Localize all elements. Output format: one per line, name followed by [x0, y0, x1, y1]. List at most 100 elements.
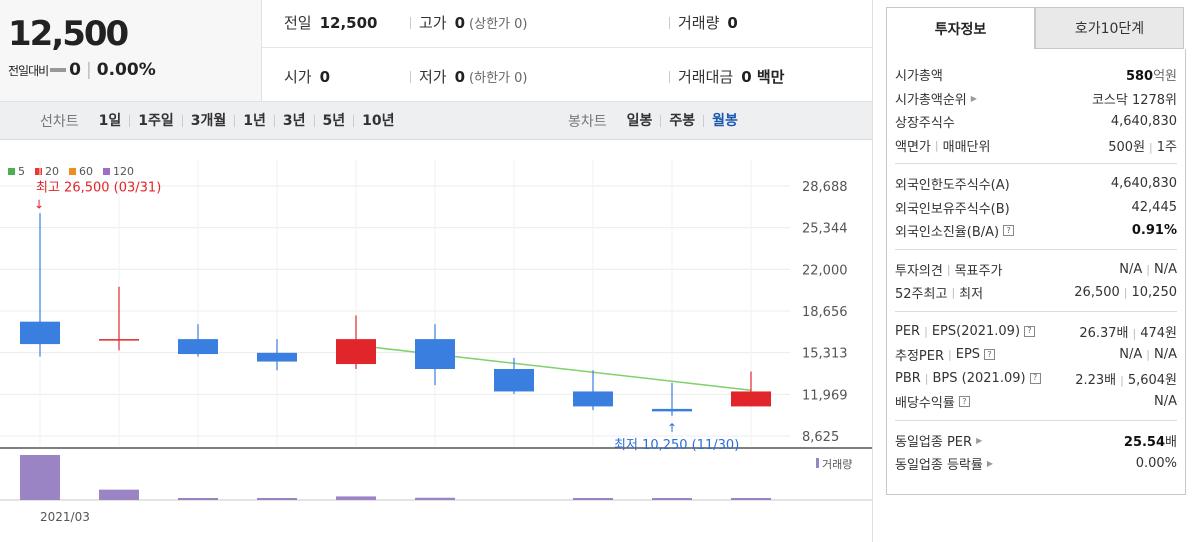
foreign-limit-value: 4,640,830 — [1110, 176, 1177, 192]
foreign-ratio-value: 0.91% — [1131, 223, 1177, 239]
market-cap-label: 시가총액 — [895, 69, 943, 85]
per-value: 26.37배 | 474원 — [1079, 325, 1177, 341]
help-icon[interactable]: ? — [1024, 325, 1036, 337]
dividend-value: N/A — [1154, 394, 1177, 410]
low-label: 저가 — [419, 68, 447, 86]
period-bar: 선차트 1일 1주일 3개월 1년 3년 5년 10년 봉차트 일봉 주봉 월봉 — [0, 102, 872, 140]
info-section-opinion: 투자의견 | 목표주가 N/A | N/A 52주최고 | 최저 26,500 | 10,250 — [895, 248, 1177, 311]
listed-shares-label: 상장주식수 — [895, 116, 955, 132]
per-label: PER | EPS(2021.09)? — [895, 324, 1036, 339]
quote-high: 고가 0 (상한가 0) — [410, 12, 527, 33]
prev-label: 전일 — [284, 14, 312, 32]
opinion-label: 투자의견 | 목표주가 — [895, 262, 1003, 279]
row-listed-shares: 상장주식수 4,640,830 — [895, 110, 1177, 134]
info-section-valuation: PER | EPS(2021.09)? 26.37배 | 474원 추정PER | EPS?… — [895, 310, 1177, 420]
candle-body — [652, 408, 692, 412]
tick-separator — [669, 70, 670, 83]
row-industry-per: 동일업종 PER ▶ 25.54배 — [895, 429, 1177, 453]
listed-shares-value: 4,640,830 — [1110, 114, 1177, 130]
w52-value: 26,500 | 10,250 — [1074, 285, 1177, 301]
volume-bar — [573, 498, 613, 500]
help-icon[interactable]: ? — [1003, 225, 1015, 237]
legend-ma20: 20 — [35, 165, 59, 178]
tab-orderbook[interactable]: 호가10단계 — [1035, 7, 1184, 49]
info-section-foreign: 외국인한도주식수(A) 4,640,830 외국인보유주식수(B) 42,445… — [895, 163, 1177, 249]
period-3m[interactable]: 3개월 — [181, 114, 235, 128]
row-foreign-ratio: 외국인소진율(B/A)? 0.91% — [895, 219, 1177, 243]
candle-chart-label: 봉차트 — [568, 114, 607, 130]
tick-separator — [410, 16, 411, 29]
price-chart[interactable]: 28,688 25,344 22,000 18,656 15,313 11,969 8,62… — [0, 140, 872, 542]
row-per: PER | EPS(2021.09)? 26.37배 | 474원 — [895, 320, 1177, 344]
chevron-right-icon: ▶ — [970, 93, 977, 103]
legend-swatch — [35, 168, 42, 175]
period-1y[interactable]: 1년 — [234, 114, 274, 128]
foreign-own-label: 외국인보유주식수(B) — [895, 201, 1010, 217]
volume-value: 0 — [727, 14, 738, 32]
y-tick-label: 11,969 — [802, 388, 848, 403]
row-pbr: PBR | BPS (2021.09)? 2.23배 | 5,604원 — [895, 367, 1177, 391]
row-52week: 52주최고 | 최저 26,500 | 10,250 — [895, 281, 1177, 305]
help-icon[interactable]: ? — [984, 349, 996, 361]
panel-divider — [872, 0, 873, 542]
candle-body — [494, 369, 534, 392]
period-10y[interactable]: 10년 — [353, 114, 402, 128]
industry-per-link[interactable]: 동일업종 PER ▶ — [895, 434, 983, 450]
volume-bar — [731, 498, 771, 500]
industry-rate-link[interactable]: 동일업종 등락률 ▶ — [895, 458, 994, 474]
candle-body — [178, 339, 218, 355]
row-face-value: 액면가 | 매매단위 500원 | 1주 — [895, 134, 1177, 158]
legend-label: 5 — [18, 165, 25, 178]
quote-volume: 거래량 0 — [669, 12, 738, 33]
foreign-own-value: 42,445 — [1131, 199, 1178, 215]
help-icon[interactable]: ? — [958, 396, 970, 408]
quote-low: 저가 0 (하한가 0) — [410, 66, 527, 87]
open-label: 시가 — [284, 68, 312, 86]
quote-box: 전일 12,500 고가 0 (상한가 0) 거래량 0 시가 0 저가 0 (… — [262, 0, 872, 102]
market-cap-rank-value: 코스닥 1278위 — [1091, 92, 1177, 108]
chevron-right-icon: ▶ — [986, 459, 994, 469]
quote-open: 시가 0 — [284, 66, 330, 87]
quote-amount: 거래대금 0 백만 — [669, 66, 784, 87]
candle-body — [20, 321, 60, 345]
y-tick-label: 28,688 — [802, 180, 848, 195]
candle-body — [573, 391, 613, 407]
row-industry-rate: 동일업종 등락률 ▶ 0.00% — [895, 452, 1177, 476]
help-icon[interactable]: ? — [1029, 372, 1041, 384]
candle-body — [257, 352, 297, 362]
info-section-market: 시가총액 580억원 시가총액순위 ▶ 코스닥 1278위 상장주식수 4,640… — [895, 49, 1177, 163]
industry-per-value: 25.54배 — [1123, 434, 1177, 450]
low-limit: (하한가 0) — [469, 71, 528, 86]
tab-invest-info[interactable]: 투자정보 — [886, 7, 1035, 49]
change-label: 전일대비 — [8, 63, 49, 78]
row-opinion: 투자의견 | 목표주가 N/A | N/A — [895, 258, 1177, 282]
y-tick-label: 25,344 — [802, 222, 848, 237]
period-1d[interactable]: 1일 — [98, 113, 122, 129]
period-3y[interactable]: 3년 — [273, 114, 314, 128]
price-summary: 12,500 전일대비 0 | 0.00% — [0, 0, 262, 102]
row-market-cap-rank: 시가총액순위 ▶ 코스닥 1278위 — [895, 87, 1177, 111]
period-5y[interactable]: 5년 — [313, 114, 354, 128]
legend-ma5: 5 — [8, 165, 25, 178]
volume-bar — [257, 498, 297, 500]
volume-bar — [652, 498, 692, 500]
volume-legend-label: 거래량 — [822, 458, 852, 471]
volume-label: 거래량 — [678, 14, 720, 32]
volume-bar — [415, 497, 455, 500]
high-annotation: 최고 26,500 (03/31) — [36, 180, 161, 195]
row-foreign-own: 외국인보유주식수(B) 42,445 — [895, 196, 1177, 220]
tick-separator — [410, 70, 411, 83]
amount-value: 0 백만 — [741, 68, 785, 86]
candle-weekly[interactable]: 주봉 — [660, 114, 703, 128]
candle-monthly[interactable]: 월봉 — [703, 114, 746, 128]
w52-label: 52주최고 | 최저 — [895, 286, 984, 303]
candle-daily[interactable]: 일봉 — [626, 113, 653, 129]
info-panel: 투자정보 호가10단계 시가총액 580억원 시가총액순위 ▶ 코스닥 1278위… — [886, 7, 1186, 495]
line-chart-group: 선차트 1일 1주일 3개월 1년 3년 5년 10년 — [40, 102, 403, 140]
high-label: 고가 — [419, 14, 447, 32]
period-1w[interactable]: 1주일 — [129, 114, 182, 128]
market-cap-rank-link[interactable]: 시가총액순위 ▶ — [895, 92, 977, 108]
candle-body — [336, 339, 376, 365]
legend-label: 60 — [79, 165, 93, 178]
quote-divider — [262, 47, 872, 48]
